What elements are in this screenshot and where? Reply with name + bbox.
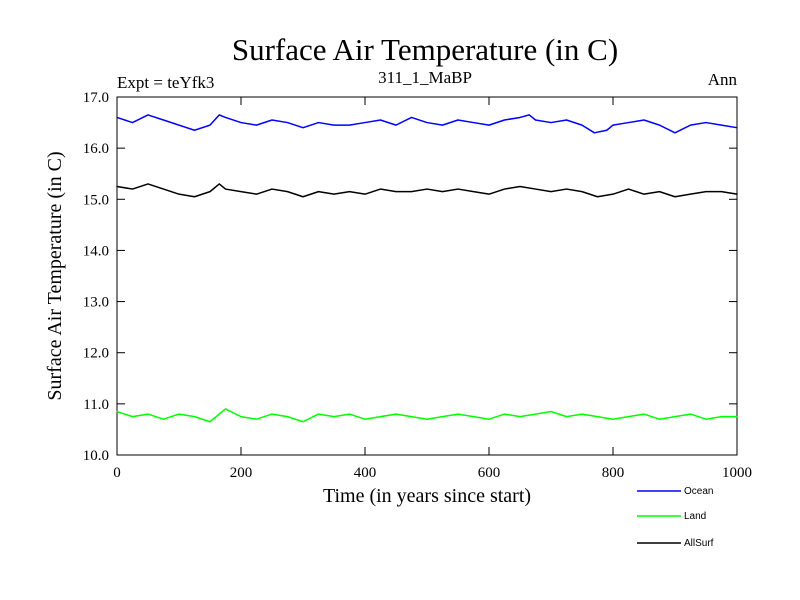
series-layer — [116, 114, 738, 423]
series-ocean-line — [116, 114, 738, 134]
y-axis-label: Surface Air Temperature (in C) — [44, 151, 66, 400]
series-land-line — [116, 408, 738, 423]
x-tick-label: 600 — [478, 465, 501, 481]
y-tick-label: 11.0 — [83, 397, 109, 413]
legend-label-ocean: Ocean — [684, 486, 713, 497]
chart-title: Surface Air Temperature (in C) — [232, 32, 618, 67]
y-tick-label: 16.0 — [83, 141, 109, 157]
ticks-layer: 10.0 11.0 12.0 13.0 14.0 15.0 16.0 17.0 0 200 400 6… — [83, 90, 752, 481]
plot-frame — [116, 96, 738, 456]
x-tick-label: 1000 — [722, 465, 752, 481]
y-tick-label: 17.0 — [83, 90, 109, 106]
experiment-label: Expt = teYfk3 — [117, 73, 214, 92]
legend-label-land: Land — [684, 511, 706, 522]
y-tick-label: 14.0 — [83, 243, 109, 259]
y-tick-label: 13.0 — [83, 295, 109, 311]
x-tick-label: 800 — [602, 465, 625, 481]
season-label: Ann — [708, 70, 738, 89]
x-tick-label: 400 — [354, 465, 377, 481]
y-tick-label: 10.0 — [83, 448, 109, 464]
legend-label-allsurf: AllSurf — [684, 538, 714, 549]
series-allsurf-line — [116, 183, 738, 198]
plot-area: 10.0 11.0 12.0 13.0 14.0 15.0 16.0 17.0 0 200 400 6… — [83, 90, 752, 481]
y-tick-label: 12.0 — [83, 346, 109, 362]
x-tick-label: 200 — [230, 465, 253, 481]
legend: Ocean Land AllSurf — [637, 486, 714, 549]
period-label: 311_1_MaBP — [378, 68, 472, 87]
y-tick-label: 15.0 — [83, 192, 109, 208]
x-axis-label: Time (in years since start) — [323, 485, 531, 507]
x-tick-label: 0 — [113, 465, 121, 481]
